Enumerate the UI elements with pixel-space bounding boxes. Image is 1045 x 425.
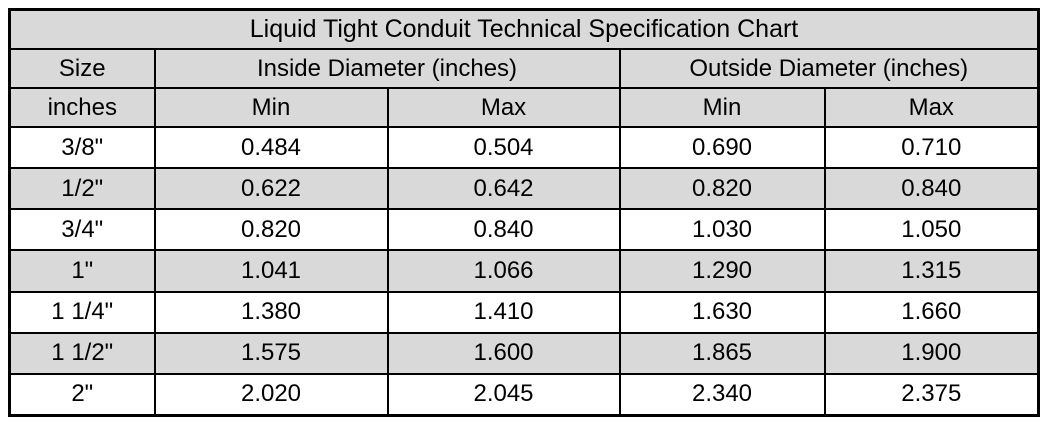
cell-od-max: 1.315 — [823, 249, 1040, 293]
cell-size: 2" — [8, 372, 156, 417]
cell-od-max: 1.900 — [823, 331, 1040, 375]
cell-id-max: 0.642 — [386, 167, 621, 211]
cell-id-max: 1.600 — [386, 331, 621, 375]
table-body: 3/8" 0.484 0.504 0.690 0.710 1/2" 0.622 0.642 0.… — [8, 125, 1040, 417]
cell-size: 1/2" — [8, 167, 156, 211]
cell-od-min: 1.290 — [618, 249, 826, 293]
sub-header-row: inches Min Max Min Max — [8, 87, 1040, 128]
cell-id-min: 0.622 — [153, 167, 389, 211]
table-row: 3/8" 0.484 0.504 0.690 0.710 — [8, 125, 1040, 170]
cell-id-max: 1.066 — [386, 249, 621, 293]
cell-od-min: 1.865 — [618, 331, 826, 375]
cell-od-min: 0.820 — [618, 167, 826, 211]
table-row: 2" 2.020 2.045 2.340 2.375 — [8, 372, 1040, 417]
cell-od-min: 0.690 — [618, 125, 826, 170]
cell-od-min: 2.340 — [618, 372, 826, 417]
spec-table: Liquid Tight Conduit Technical Specifica… — [8, 8, 1041, 417]
cell-size: 3/4" — [8, 208, 156, 252]
col-header-inside-diameter: Inside Diameter (inches) — [153, 48, 621, 89]
cell-id-min: 1.380 — [153, 290, 389, 334]
cell-id-min: 0.820 — [153, 208, 389, 252]
col-header-inside-min: Min — [153, 87, 389, 128]
col-header-size: Size — [8, 48, 156, 89]
cell-size: 1" — [8, 249, 156, 293]
table-row: 1" 1.041 1.066 1.290 1.315 — [8, 249, 1040, 293]
cell-od-max: 2.375 — [823, 372, 1040, 417]
cell-id-min: 2.020 — [153, 372, 389, 417]
cell-od-max: 1.050 — [823, 208, 1040, 252]
table-row: 3/4" 0.820 0.840 1.030 1.050 — [8, 208, 1040, 252]
cell-od-max: 1.660 — [823, 290, 1040, 334]
col-header-outside-max: Max — [823, 87, 1040, 128]
col-header-outside-diameter: Outside Diameter (inches) — [618, 48, 1040, 89]
cell-od-min: 1.030 — [618, 208, 826, 252]
col-header-inside-max: Max — [386, 87, 621, 128]
cell-id-min: 1.041 — [153, 249, 389, 293]
cell-id-min: 0.484 — [153, 125, 389, 170]
cell-id-max: 2.045 — [386, 372, 621, 417]
cell-id-min: 1.575 — [153, 331, 389, 375]
cell-id-max: 1.410 — [386, 290, 621, 334]
cell-id-max: 0.504 — [386, 125, 621, 170]
table-row: 1/2" 0.622 0.642 0.820 0.840 — [8, 167, 1040, 211]
cell-id-max: 0.840 — [386, 208, 621, 252]
title-row: Liquid Tight Conduit Technical Specifica… — [8, 8, 1040, 50]
cell-size: 3/8" — [8, 125, 156, 170]
table-row: 1 1/2" 1.575 1.600 1.865 1.900 — [8, 331, 1040, 375]
group-header-row: Size Inside Diameter (inches) Outside Di… — [8, 48, 1040, 89]
cell-size: 1 1/4" — [8, 290, 156, 334]
table-title: Liquid Tight Conduit Technical Specifica… — [8, 8, 1040, 50]
col-header-size-unit: inches — [8, 87, 156, 128]
col-header-outside-min: Min — [618, 87, 826, 128]
cell-size: 1 1/2" — [8, 331, 156, 375]
cell-od-max: 0.710 — [823, 125, 1040, 170]
cell-od-max: 0.840 — [823, 167, 1040, 211]
cell-od-min: 1.630 — [618, 290, 826, 334]
table-row: 1 1/4" 1.380 1.410 1.630 1.660 — [8, 290, 1040, 334]
